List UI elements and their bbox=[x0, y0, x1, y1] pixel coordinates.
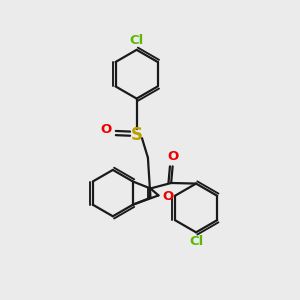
Text: S: S bbox=[130, 125, 142, 143]
Text: Cl: Cl bbox=[189, 235, 203, 248]
Text: Cl: Cl bbox=[130, 34, 144, 47]
Text: O: O bbox=[162, 190, 174, 203]
Text: O: O bbox=[167, 150, 178, 163]
Text: O: O bbox=[101, 123, 112, 136]
